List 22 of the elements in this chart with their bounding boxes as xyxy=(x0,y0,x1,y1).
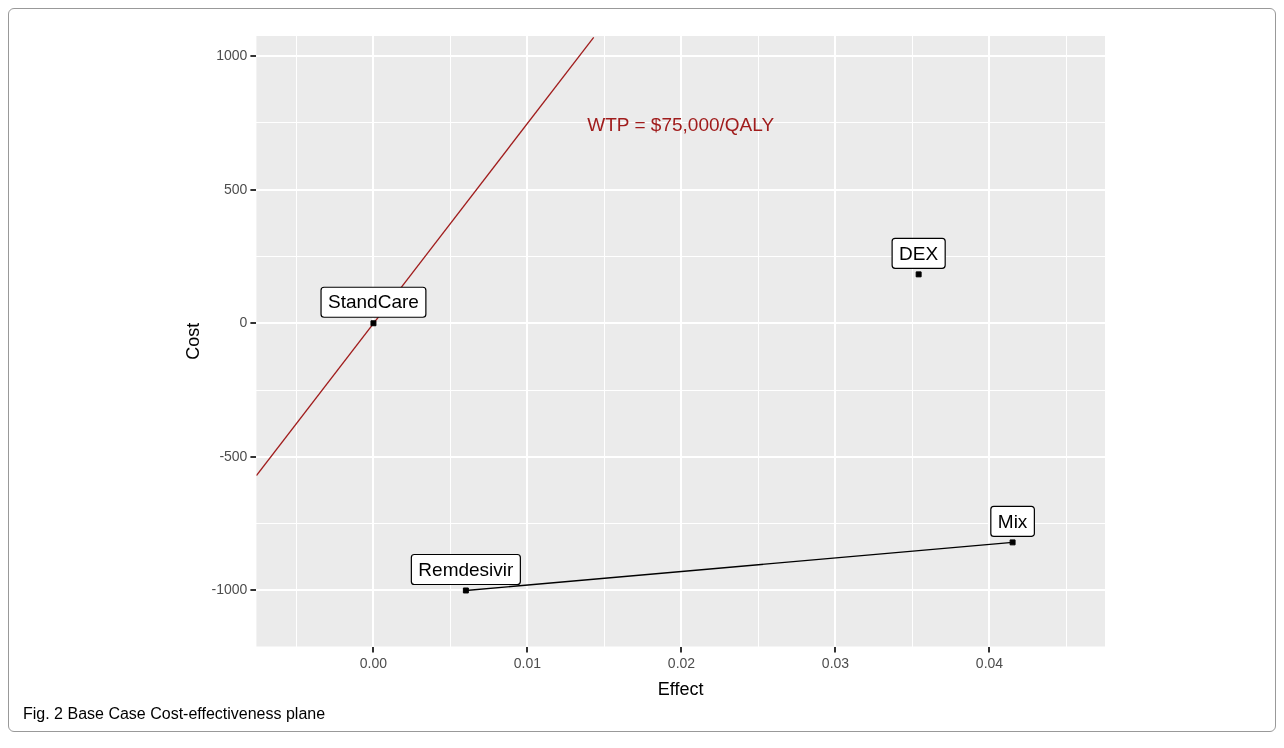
y-tick-label: -1000 xyxy=(211,581,248,598)
series-label: StandCare xyxy=(328,291,419,313)
y-tick-label: 0 xyxy=(239,314,248,331)
x-tick-label: 0.04 xyxy=(975,654,1004,671)
annotation: WTP = $75,000/QALY xyxy=(587,113,775,135)
x-axis-title: Effect xyxy=(657,679,704,700)
point xyxy=(915,271,922,278)
y-tick-label: 1000 xyxy=(216,46,248,63)
x-tick-label: 0.02 xyxy=(667,654,696,671)
x-tick-label: 0.01 xyxy=(513,654,542,671)
series-label: DEX xyxy=(899,242,939,264)
y-tick-label: 500 xyxy=(224,180,248,197)
x-tick-label: 0.00 xyxy=(359,654,388,671)
series-label: Mix xyxy=(997,510,1028,532)
series-label: Remdesivir xyxy=(418,558,515,580)
point xyxy=(1009,539,1016,546)
caption: Fig. 2 Base Case Cost-effectiveness plane xyxy=(22,705,327,724)
point xyxy=(462,587,469,594)
y-axis-title: Cost xyxy=(182,322,203,360)
point xyxy=(370,320,377,327)
x-tick-label: 0.03 xyxy=(821,654,850,671)
y-tick-label: -500 xyxy=(219,447,248,464)
